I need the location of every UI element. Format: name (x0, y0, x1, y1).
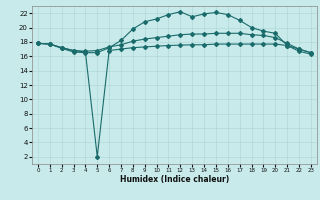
X-axis label: Humidex (Indice chaleur): Humidex (Indice chaleur) (120, 175, 229, 184)
